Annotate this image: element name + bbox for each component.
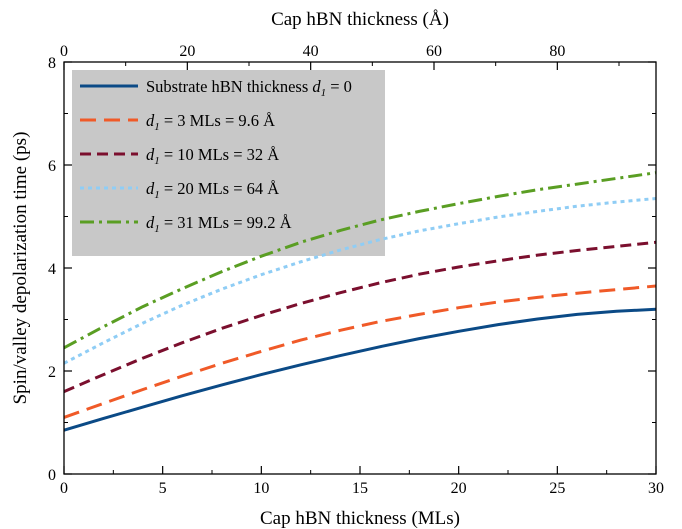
series-layer — [63, 171, 657, 432]
series-line-2 — [63, 284, 657, 419]
series-line-1 — [63, 307, 657, 432]
x-tick-label: 10 — [253, 480, 269, 497]
ticks-layer: 0 5 10 15 20 25 30 0 20 40 60 80 0 2 4 6 8 — [48, 43, 664, 497]
x-tick-label: 5 — [159, 480, 167, 497]
y-tick-label: 6 — [48, 158, 56, 175]
legend-label-1: Substrate hBN thickness d1 = 0 — [146, 77, 352, 99]
top-tick-label: 0 — [60, 43, 68, 60]
legend-box — [72, 70, 385, 256]
y-tick-label: 4 — [48, 261, 56, 278]
top-tick-label: 20 — [179, 43, 195, 60]
legend-label-3: d1 = 10 MLs = 32 Å — [146, 145, 279, 167]
top-tick-label: 40 — [303, 43, 319, 60]
y-axis-label: Spin/valley depolarization time (ps) — [10, 132, 31, 405]
y-tick-label: 2 — [48, 364, 56, 381]
series-line-4 — [63, 197, 657, 365]
y-tick-label: 8 — [48, 55, 56, 72]
series-line-3 — [63, 240, 657, 393]
series-line-5 — [63, 171, 657, 350]
x-tick-label: 30 — [648, 480, 664, 497]
y-tick-label: 0 — [48, 467, 56, 484]
top-axis-label: Cap hBN thickness (Å) — [271, 9, 449, 30]
x-tick-label: 25 — [549, 480, 565, 497]
top-tick-label: 80 — [549, 43, 565, 60]
x-tick-label: 15 — [352, 480, 368, 497]
top-tick-label: 60 — [426, 43, 442, 60]
legend-background — [72, 70, 385, 256]
legend-label-4: d1 = 20 MLs = 64 Å — [146, 179, 279, 201]
x-axis-label: Cap hBN thickness (MLs) — [260, 508, 460, 529]
legend: Substrate hBN thickness d1 = 0 d1 = 3 MLs… — [80, 77, 352, 235]
legend-label-2: d1 = 3 MLs = 9.6 Å — [146, 111, 275, 133]
x-tick-label: 0 — [60, 480, 68, 497]
legend-label-5: d1 = 31 MLs = 99.2 Å — [146, 213, 292, 235]
x-tick-label: 20 — [451, 480, 467, 497]
